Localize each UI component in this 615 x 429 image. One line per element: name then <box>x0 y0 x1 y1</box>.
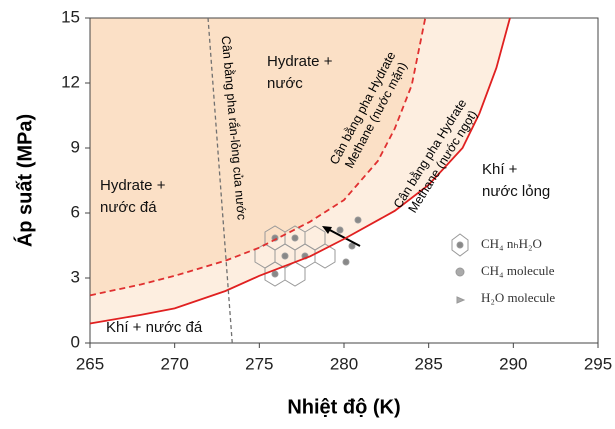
x-tick-label: 270 <box>160 354 188 373</box>
region-label: Hydrate + <box>267 53 333 70</box>
legend-label: H₂O molecule <box>481 290 555 305</box>
legend-label: CH₄ nₕH₂O <box>481 236 542 251</box>
x-tick-label: 285 <box>414 354 442 373</box>
y-axis-label: Áp suất (MPa) <box>13 114 36 247</box>
region-label: nước đá <box>100 199 157 216</box>
y-tick-label: 12 <box>61 72 80 91</box>
chart: 265 270 275 280 285 290 295 0 3 6 9 12 15 Nhiệt độ (K… <box>0 0 615 424</box>
region-label: Khí + nước đá <box>106 319 203 336</box>
region-label: Hydrate + <box>100 177 166 194</box>
region-label: nước lỏng <box>482 183 550 200</box>
region-label: nước <box>267 75 303 92</box>
y-tick-label: 3 <box>71 267 80 286</box>
x-tick-label: 295 <box>584 354 612 373</box>
region-label: Khí + <box>482 161 518 178</box>
legend-label: CH₄ molecule <box>481 263 555 278</box>
x-tick-label: 265 <box>76 354 104 373</box>
y-tick-label: 15 <box>61 7 80 26</box>
x-tick-label: 290 <box>499 354 527 373</box>
legend-icons <box>452 234 468 303</box>
y-tick-label: 9 <box>71 137 80 156</box>
x-tick-label: 280 <box>330 354 358 373</box>
y-tick-label: 0 <box>71 332 80 351</box>
y-tick-label: 6 <box>71 202 80 221</box>
x-axis-label: Nhiệt độ (K) <box>287 396 400 418</box>
x-tick-label: 275 <box>245 354 273 373</box>
